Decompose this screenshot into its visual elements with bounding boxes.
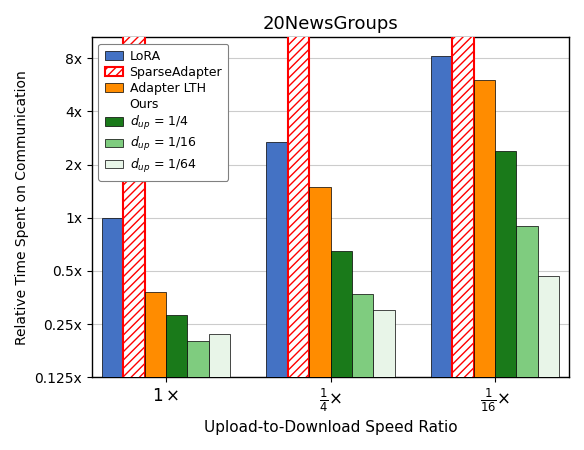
- Bar: [474, 80, 495, 450]
- Bar: [352, 294, 373, 450]
- Bar: [102, 218, 123, 450]
- Bar: [373, 310, 395, 450]
- Bar: [266, 142, 288, 450]
- Bar: [431, 56, 452, 450]
- Bar: [452, 27, 474, 450]
- Bar: [516, 226, 538, 450]
- Bar: [538, 276, 559, 450]
- Title: 20NewsGroups: 20NewsGroups: [263, 15, 398, 33]
- Legend: LoRA, SparseAdapter, Adapter LTH, Ours, $d_{up}$ = 1/4, $d_{up}$ = 1/16, $d_{up}: LoRA, SparseAdapter, Adapter LTH, Ours, …: [98, 44, 228, 181]
- X-axis label: Upload-to-Download Speed Ratio: Upload-to-Download Speed Ratio: [204, 420, 457, 435]
- Y-axis label: Relative Time Spent on Communication: Relative Time Spent on Communication: [15, 70, 29, 345]
- Bar: [209, 334, 230, 450]
- Bar: [495, 151, 516, 450]
- Bar: [123, 27, 145, 450]
- Bar: [166, 315, 187, 450]
- Bar: [309, 187, 331, 450]
- Bar: [145, 292, 166, 450]
- Bar: [288, 27, 309, 450]
- Bar: [331, 251, 352, 450]
- Bar: [187, 341, 209, 450]
